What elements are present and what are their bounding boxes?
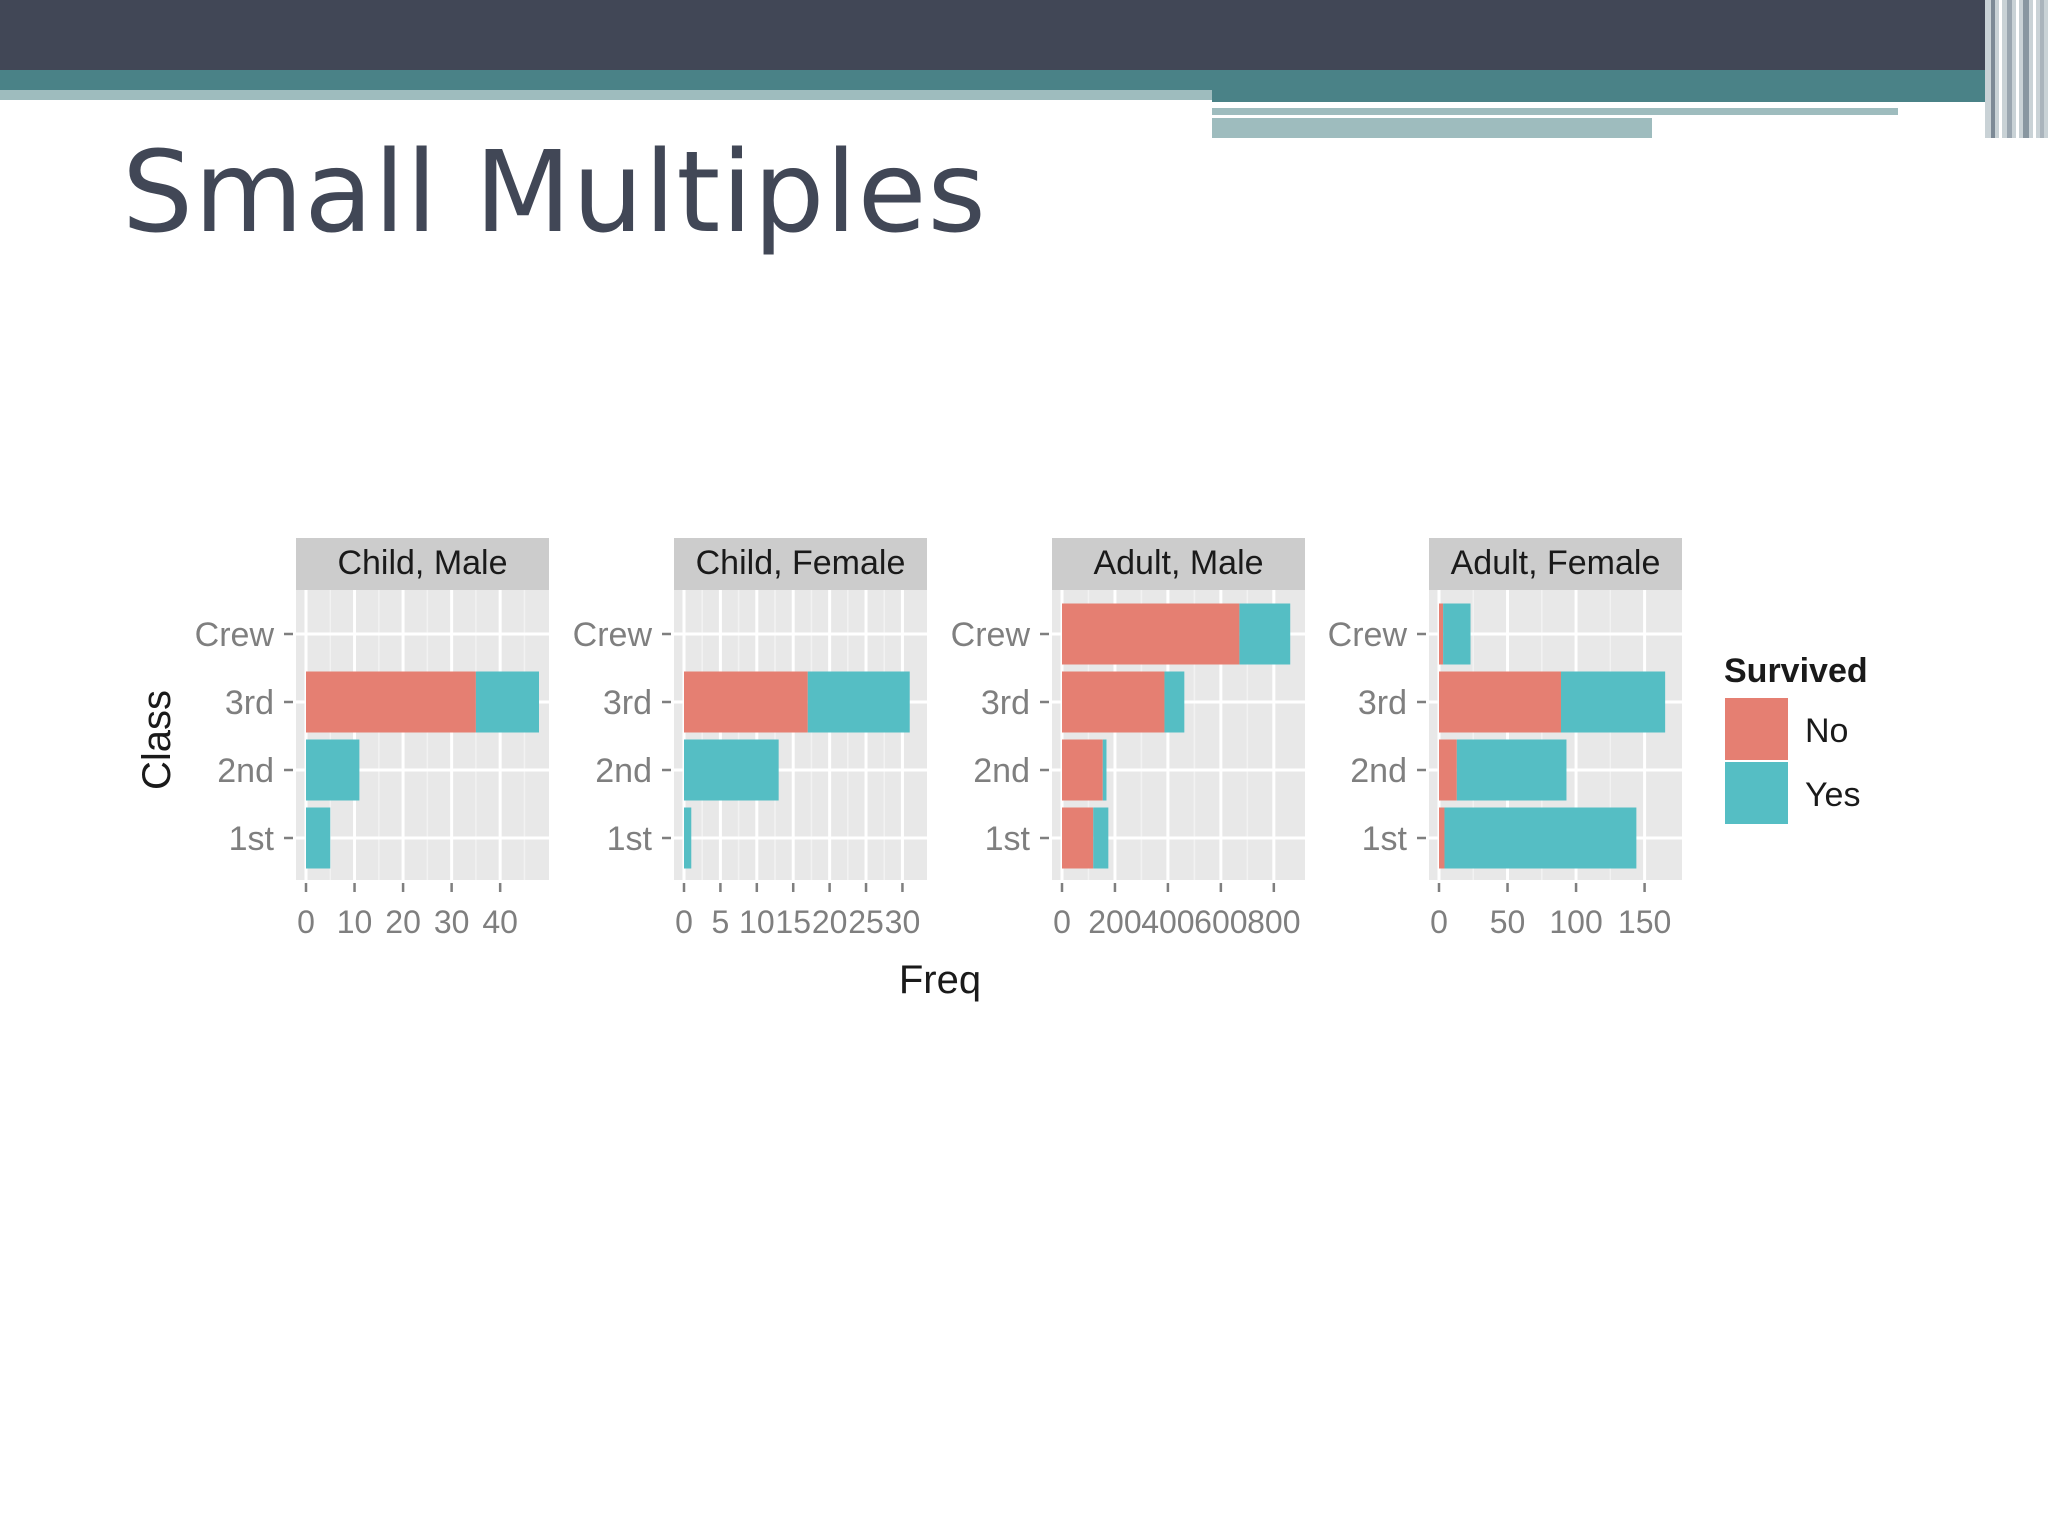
x-tick-label: 600 [1194, 904, 1247, 940]
bar-yes [684, 807, 692, 869]
x-tick-label: 0 [1053, 904, 1071, 940]
x-tick-label: 15 [775, 904, 811, 940]
bar-yes [1456, 739, 1567, 801]
panel-strip [674, 538, 927, 590]
bar-no [1439, 739, 1457, 801]
legend-label-yes: Yes [1805, 776, 1860, 814]
bar-yes [1560, 671, 1666, 733]
x-tick-label: 10 [337, 904, 373, 940]
panel-strip [296, 538, 549, 590]
bar-no [1062, 603, 1240, 665]
x-tick-label: 50 [1490, 904, 1526, 940]
bar-no [684, 671, 808, 733]
x-tick-label: 100 [1549, 904, 1602, 940]
bar-no [1439, 807, 1445, 869]
header-accent-line [1212, 108, 1898, 115]
x-axis-title: Freq [899, 958, 981, 1002]
bar-yes [306, 807, 331, 869]
x-tick-label: 0 [297, 904, 315, 940]
panel-strip [1052, 538, 1305, 590]
bar-no [1062, 739, 1103, 801]
header-edge-decoration [1985, 0, 2048, 138]
y-tick-label: 3rd [1358, 684, 1407, 722]
slide-title: Small Multiples [122, 128, 987, 258]
x-tick-label: 150 [1618, 904, 1671, 940]
header-accent-stripe [0, 70, 2048, 90]
y-tick-label: 3rd [603, 684, 652, 722]
bar-yes [475, 671, 539, 733]
panel-title: Adult, Female [1451, 544, 1661, 582]
y-tick-label: Crew [195, 616, 275, 654]
y-tick-label: 1st [1362, 820, 1408, 858]
bar-yes [1443, 603, 1471, 665]
x-tick-label: 20 [385, 904, 421, 940]
x-tick-label: 0 [1430, 904, 1448, 940]
x-tick-label: 400 [1141, 904, 1194, 940]
header-bar [0, 0, 2048, 70]
y-tick-label: 2nd [595, 752, 652, 790]
y-tick-label: 1st [229, 820, 275, 858]
x-tick-label: 20 [812, 904, 848, 940]
legend-swatch-no [1725, 698, 1788, 760]
x-tick-label: 30 [885, 904, 921, 940]
bar-no [1439, 671, 1561, 733]
y-axis-title: Class [135, 690, 179, 790]
bar-yes [807, 671, 910, 733]
bar-yes [1093, 807, 1109, 869]
bar-no [1062, 671, 1165, 733]
x-tick-label: 0 [675, 904, 693, 940]
x-tick-label: 30 [434, 904, 470, 940]
y-tick-label: Crew [951, 616, 1031, 654]
panel-strip [1429, 538, 1682, 590]
y-tick-label: 2nd [217, 752, 274, 790]
bar-yes [1164, 671, 1185, 733]
x-tick-label: 40 [482, 904, 518, 940]
x-tick-label: 800 [1247, 904, 1300, 940]
panel-background [296, 590, 549, 880]
panel-title: Child, Male [337, 544, 507, 582]
y-tick-label: 1st [985, 820, 1031, 858]
bar-no [306, 671, 476, 733]
y-tick-label: 2nd [973, 752, 1030, 790]
panel-title: Child, Female [696, 544, 906, 582]
y-tick-label: 3rd [225, 684, 274, 722]
panel-title: Adult, Male [1093, 544, 1263, 582]
x-tick-label: 10 [739, 904, 775, 940]
bar-yes [1239, 603, 1291, 665]
y-tick-label: 1st [607, 820, 653, 858]
y-tick-label: 2nd [1350, 752, 1407, 790]
x-tick-label: 5 [712, 904, 730, 940]
x-tick-label: 25 [848, 904, 884, 940]
y-tick-label: Crew [1328, 616, 1408, 654]
header-accent-light-stripe [0, 90, 1212, 100]
y-tick-label: 3rd [981, 684, 1030, 722]
x-tick-label: 200 [1088, 904, 1141, 940]
bar-no [1439, 603, 1444, 665]
bar-yes [1102, 739, 1107, 801]
legend-title: Survived [1724, 652, 1868, 690]
bar-yes [1444, 807, 1637, 869]
header-accent-block [1212, 118, 1652, 138]
legend-swatch-yes [1725, 762, 1788, 824]
header-accent-right-stripe [1212, 90, 2048, 102]
legend-label-no: No [1805, 712, 1848, 750]
bar-yes [306, 739, 360, 801]
y-tick-label: Crew [573, 616, 653, 654]
bar-no [1062, 807, 1094, 869]
bar-yes [684, 739, 779, 801]
